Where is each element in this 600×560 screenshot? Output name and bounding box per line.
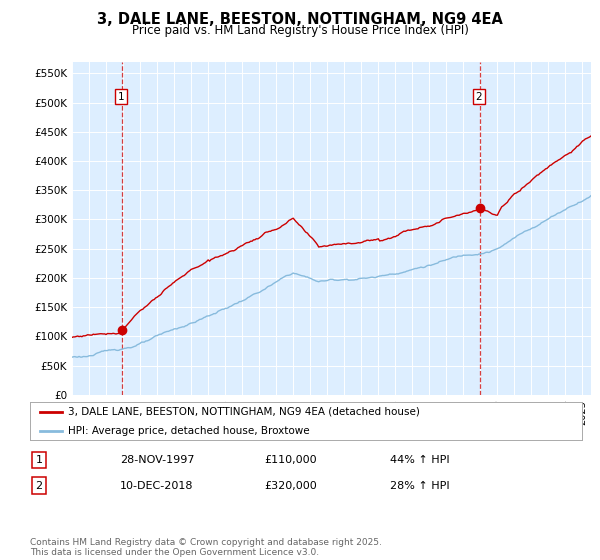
Text: 3, DALE LANE, BEESTON, NOTTINGHAM, NG9 4EA (detached house): 3, DALE LANE, BEESTON, NOTTINGHAM, NG9 4… — [68, 407, 419, 417]
Text: £110,000: £110,000 — [264, 455, 317, 465]
Text: 28% ↑ HPI: 28% ↑ HPI — [390, 480, 449, 491]
Text: 3, DALE LANE, BEESTON, NOTTINGHAM, NG9 4EA: 3, DALE LANE, BEESTON, NOTTINGHAM, NG9 4… — [97, 12, 503, 27]
Text: 2: 2 — [475, 92, 482, 102]
Text: HPI: Average price, detached house, Broxtowe: HPI: Average price, detached house, Brox… — [68, 426, 309, 436]
Text: 44% ↑ HPI: 44% ↑ HPI — [390, 455, 449, 465]
Text: 10-DEC-2018: 10-DEC-2018 — [120, 480, 193, 491]
Text: Price paid vs. HM Land Registry's House Price Index (HPI): Price paid vs. HM Land Registry's House … — [131, 24, 469, 37]
Text: 1: 1 — [35, 455, 43, 465]
Text: Contains HM Land Registry data © Crown copyright and database right 2025.
This d: Contains HM Land Registry data © Crown c… — [30, 538, 382, 557]
Text: 28-NOV-1997: 28-NOV-1997 — [120, 455, 194, 465]
Text: 2: 2 — [35, 480, 43, 491]
Text: £320,000: £320,000 — [264, 480, 317, 491]
Text: 1: 1 — [118, 92, 124, 102]
